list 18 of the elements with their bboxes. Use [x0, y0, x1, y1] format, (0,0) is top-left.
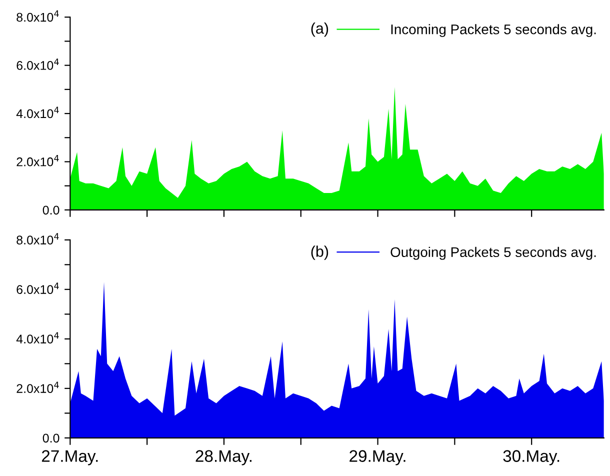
legend-label: Incoming Packets 5 seconds avg.	[391, 24, 596, 38]
annotation: (a)	[311, 22, 328, 37]
y-tick-label: 2.0x10$^{4}$	[16, 155, 59, 166]
y-tick-label: 4.0x10$^{4}$	[16, 332, 59, 344]
y-tick-label: 8.0x10$^{4}$	[16, 233, 59, 244]
x-tick-label: 29.May.	[350, 450, 406, 466]
x-tick-label: 30.May.	[503, 450, 560, 466]
y-tick-label: 0.0	[42, 434, 60, 443]
annotation: (b)	[311, 246, 328, 260]
y-tick-label: 8.0x10$^{4}$	[16, 10, 59, 22]
x-tick-label: 28.May.	[196, 450, 252, 466]
y-tick-label: 0.0	[42, 206, 60, 215]
x-tick-label: 27.May.	[42, 450, 98, 466]
y-tick-label: 4.0x10$^{4}$	[16, 106, 59, 118]
legend-label: Outgoing Packets 5 seconds avg.	[390, 246, 596, 260]
y-tick-label: 6.0x10$^{4}$	[16, 282, 59, 294]
y-tick-label: 6.0x10$^{4}$	[16, 58, 59, 70]
y-tick-label: 2.0x10$^{4}$	[16, 382, 59, 393]
